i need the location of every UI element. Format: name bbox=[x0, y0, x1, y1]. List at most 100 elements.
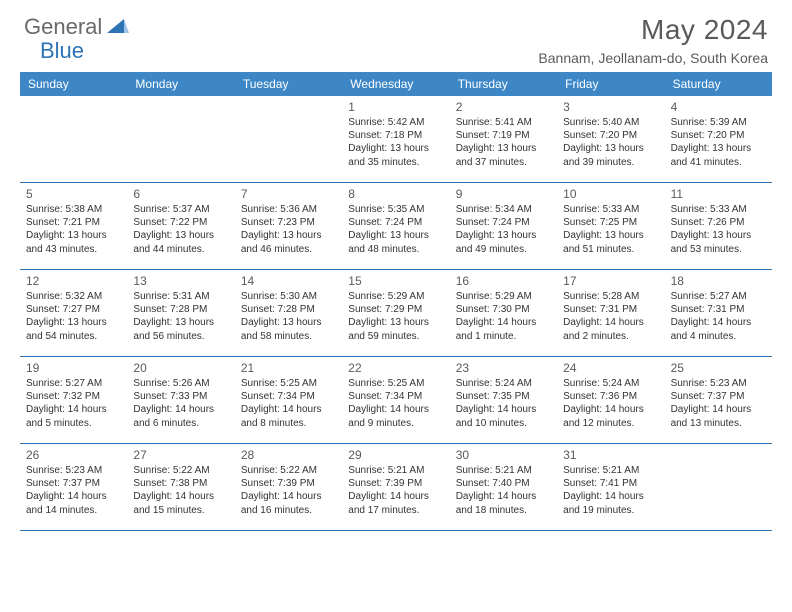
sunrise-text: Sunrise: 5:21 AM bbox=[563, 464, 658, 477]
day-number: 30 bbox=[456, 448, 551, 462]
day-number: 3 bbox=[563, 100, 658, 114]
day-number: 25 bbox=[671, 361, 766, 375]
day-cell: 13Sunrise: 5:31 AMSunset: 7:28 PMDayligh… bbox=[127, 270, 234, 356]
daylight-text: Daylight: 13 hours and 35 minutes. bbox=[348, 142, 443, 168]
day-cell bbox=[127, 96, 234, 182]
day-cell: 17 Sunrise: 5:28 AMSunset: 7:31 PMDayligh… bbox=[557, 270, 664, 356]
day-cell: 12 Sunrise: 5:32 AMSunset: 7:27 PMDayligh… bbox=[20, 270, 127, 356]
sunset-text: Sunset: 7:27 PM bbox=[26, 303, 121, 316]
sunrise-text: Sunrise: 5:33 AM bbox=[563, 203, 658, 216]
week-row: 19 Sunrise: 5:27 AMSunset: 7:32 PM Dayligh… bbox=[20, 357, 772, 444]
day-number: 19 bbox=[26, 361, 121, 375]
day-number: 17 bbox=[563, 274, 658, 288]
sunset-text: Sunset: 7:20 PM bbox=[563, 129, 658, 142]
sunset-text: Sunset: 7:39 PM bbox=[348, 477, 443, 490]
sunrise-text: Sunrise: 5:24 AM bbox=[456, 377, 551, 390]
day-cell: 27Sunrise: 5:22 AMSunset: 7:38 PMDayligh… bbox=[127, 444, 234, 530]
sunset-text: Sunset: 7:29 PM bbox=[348, 303, 443, 316]
sunset-text: Sunset: 7:28 PM bbox=[241, 303, 336, 316]
daylight-text: Daylight: 13 hours and 48 minutes. bbox=[348, 229, 443, 255]
day-cell: 28Sunrise: 5:22 AMSunset: 7:39 PMDayligh… bbox=[235, 444, 342, 530]
sunrise-text: Sunrise: 5:26 AM bbox=[133, 377, 228, 390]
sunset-text: Sunset: 7:37 PM bbox=[671, 390, 766, 403]
daylight-text: Daylight: 13 hours and 44 minutes. bbox=[133, 229, 228, 255]
day-cell: 21Sunrise: 5:25 AMSunset: 7:34 PMDayligh… bbox=[235, 357, 342, 443]
daylight-text: Daylight: 14 hours and 8 minutes. bbox=[241, 403, 336, 429]
sunset-text: Sunset: 7:20 PM bbox=[671, 129, 766, 142]
daylight-text: Daylight: 13 hours and 54 minutes. bbox=[26, 316, 121, 342]
day-cell: 26Sunrise: 5:23 AMSunset: 7:37 PMDayligh… bbox=[20, 444, 127, 530]
sunset-text: Sunset: 7:26 PM bbox=[671, 216, 766, 229]
sunrise-text: Sunrise: 5:39 AM bbox=[671, 116, 766, 129]
sunrise-text: Sunrise: 5:28 AM bbox=[563, 290, 658, 303]
sunrise-text: Sunrise: 5:27 AM bbox=[671, 290, 766, 303]
sunrise-text: Sunrise: 5:21 AM bbox=[456, 464, 551, 477]
daylight-text: Daylight: 14 hours and 12 minutes. bbox=[563, 403, 658, 429]
day-number: 31 bbox=[563, 448, 658, 462]
logo-text-general: General bbox=[24, 14, 102, 40]
sunrise-text: Sunrise: 5:42 AM bbox=[348, 116, 443, 129]
day-number: 12 bbox=[26, 274, 121, 288]
sunset-text: Sunset: 7:39 PM bbox=[241, 477, 336, 490]
daylight-text: Daylight: 14 hours and 17 minutes. bbox=[348, 490, 443, 516]
day-number: 14 bbox=[241, 274, 336, 288]
sunrise-text: Sunrise: 5:34 AM bbox=[456, 203, 551, 216]
day-number: 6 bbox=[133, 187, 228, 201]
sunset-text: Sunset: 7:38 PM bbox=[133, 477, 228, 490]
sunset-text: Sunset: 7:36 PM bbox=[563, 390, 658, 403]
day-cell bbox=[665, 444, 772, 530]
sunrise-text: Sunrise: 5:37 AM bbox=[133, 203, 228, 216]
sunrise-text: Sunrise: 5:29 AM bbox=[456, 290, 551, 303]
daylight-text: Daylight: 13 hours and 39 minutes. bbox=[563, 142, 658, 168]
dayname-sunday: Sunday bbox=[20, 72, 127, 96]
day-cell: 24Sunrise: 5:24 AMSunset: 7:36 PMDayligh… bbox=[557, 357, 664, 443]
day-cell bbox=[20, 96, 127, 182]
sunrise-text: Sunrise: 5:30 AM bbox=[241, 290, 336, 303]
day-cell: 10 Sunrise: 5:33 AMSunset: 7:25 PMDayligh… bbox=[557, 183, 664, 269]
day-cell: 19Sunrise: 5:27 AMSunset: 7:32 PMDayligh… bbox=[20, 357, 127, 443]
sunset-text: Sunset: 7:31 PM bbox=[563, 303, 658, 316]
sunrise-text: Sunrise: 5:23 AM bbox=[26, 464, 121, 477]
day-cell: 4Sunrise: 5:39 AMSunset: 7:20 PMDaylight… bbox=[665, 96, 772, 182]
sunset-text: Sunset: 7:31 PM bbox=[671, 303, 766, 316]
sunrise-text: Sunrise: 5:24 AM bbox=[563, 377, 658, 390]
day-number: 10 bbox=[563, 187, 658, 201]
day-cell: 18Sunrise: 5:27 AMSunset: 7:31 PMDayligh… bbox=[665, 270, 772, 356]
daylight-text: Daylight: 14 hours and 19 minutes. bbox=[563, 490, 658, 516]
day-cell: 7Sunrise: 5:36 AMSunset: 7:23 PMDaylight… bbox=[235, 183, 342, 269]
day-number: 27 bbox=[133, 448, 228, 462]
day-number: 11 bbox=[671, 187, 766, 201]
day-cell: 3 Sunrise: 5:40 AMSunset: 7:20 PMDaylight… bbox=[557, 96, 664, 182]
sunset-text: Sunset: 7:32 PM bbox=[26, 390, 121, 403]
day-number: 15 bbox=[348, 274, 443, 288]
sunrise-text: Sunrise: 5:32 AM bbox=[26, 290, 121, 303]
dayname-row: SundayMondayTuesdayWednesdayThursdayFrid… bbox=[20, 72, 772, 96]
sunset-text: Sunset: 7:24 PM bbox=[456, 216, 551, 229]
sunset-text: Sunset: 7:35 PM bbox=[456, 390, 551, 403]
sunrise-text: Sunrise: 5:40 AM bbox=[563, 116, 658, 129]
sunset-text: Sunset: 7:25 PM bbox=[563, 216, 658, 229]
day-cell: 31Sunrise: 5:21 AMSunset: 7:41 PMDayligh… bbox=[557, 444, 664, 530]
daylight-text: Daylight: 13 hours and 46 minutes. bbox=[241, 229, 336, 255]
day-number: 8 bbox=[348, 187, 443, 201]
day-number: 5 bbox=[26, 187, 121, 201]
daylight-text: Daylight: 14 hours and 18 minutes. bbox=[456, 490, 551, 516]
sunrise-text: Sunrise: 5:27 AM bbox=[26, 377, 121, 390]
daylight-text: Daylight: 14 hours and 4 minutes. bbox=[671, 316, 766, 342]
daylight-text: Daylight: 13 hours and 53 minutes. bbox=[671, 229, 766, 255]
day-number: 7 bbox=[241, 187, 336, 201]
sunset-text: Sunset: 7:28 PM bbox=[133, 303, 228, 316]
day-number: 29 bbox=[348, 448, 443, 462]
calendar-body: 1Sunrise: 5:42 AMSunset: 7:18 PMDaylight… bbox=[20, 96, 772, 531]
week-row: 1Sunrise: 5:42 AMSunset: 7:18 PMDaylight… bbox=[20, 96, 772, 183]
month-title: May 2024 bbox=[538, 14, 768, 46]
daylight-text: Daylight: 14 hours and 13 minutes. bbox=[671, 403, 766, 429]
day-number: 26 bbox=[26, 448, 121, 462]
daylight-text: Daylight: 14 hours and 2 minutes. bbox=[563, 316, 658, 342]
sunset-text: Sunset: 7:33 PM bbox=[133, 390, 228, 403]
day-number: 4 bbox=[671, 100, 766, 114]
sunrise-text: Sunrise: 5:25 AM bbox=[241, 377, 336, 390]
daylight-text: Daylight: 13 hours and 49 minutes. bbox=[456, 229, 551, 255]
daylight-text: Daylight: 14 hours and 9 minutes. bbox=[348, 403, 443, 429]
daylight-text: Daylight: 13 hours and 51 minutes. bbox=[563, 229, 658, 255]
